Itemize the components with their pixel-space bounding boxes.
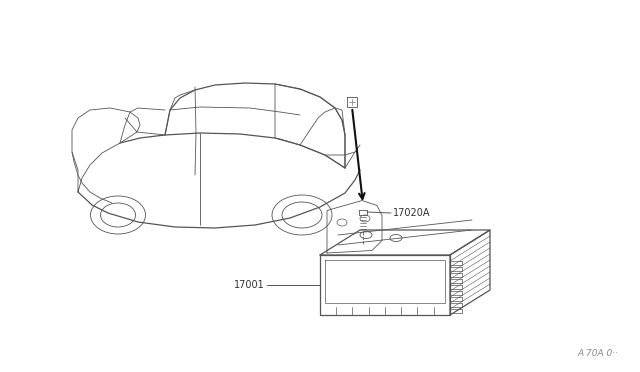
Text: A 70A 0··: A 70A 0·· — [577, 349, 618, 358]
Text: 17001: 17001 — [234, 280, 265, 290]
Text: 17020A: 17020A — [393, 208, 431, 218]
